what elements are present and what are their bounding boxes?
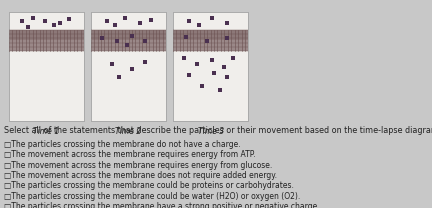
Text: □The particles crossing the membrane could be water (H2O) or oxygen (O2).: □The particles crossing the membrane cou… [4, 192, 301, 201]
Bar [173, 40, 248, 51]
Text: Select all of the statements that describe the particles or their movement based: Select all of the statements that descri… [4, 126, 432, 135]
Bar [91, 30, 166, 40]
Bar [9, 40, 84, 51]
Text: □The movement across the membrane does not require added energy.: □The movement across the membrane does n… [4, 171, 277, 180]
Text: □The movement across the membrane requires energy from ATP.: □The movement across the membrane requir… [4, 150, 256, 159]
Text: □The movement across the membrane requires energy from glucose.: □The movement across the membrane requir… [4, 161, 273, 170]
Bar [9, 30, 84, 40]
Text: □The particles crossing the membrane do not have a charge.: □The particles crossing the membrane do … [4, 140, 241, 149]
Bar [91, 40, 166, 51]
Text: Time 3: Time 3 [197, 127, 224, 136]
Text: Time 2: Time 2 [115, 127, 142, 136]
Text: Time 1: Time 1 [33, 127, 60, 136]
Text: □The particles crossing the membrane could be proteins or carbohydrates.: □The particles crossing the membrane cou… [4, 181, 294, 190]
Bar [173, 30, 248, 40]
Text: □The particles crossing the membrane have a strong positive or negative charge.: □The particles crossing the membrane hav… [4, 202, 320, 208]
